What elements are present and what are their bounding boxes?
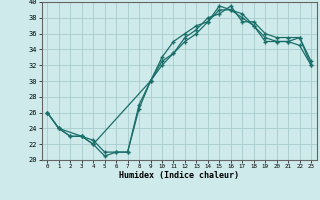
X-axis label: Humidex (Indice chaleur): Humidex (Indice chaleur) [119, 171, 239, 180]
